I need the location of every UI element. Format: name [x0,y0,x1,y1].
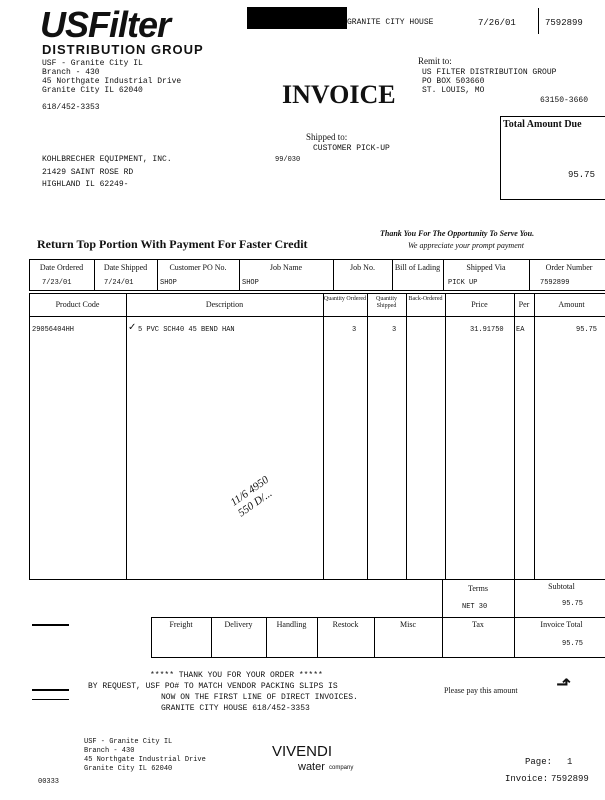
hdr-job-name: Job Name [269,263,303,272]
pay-note: Please pay this amount [444,686,518,695]
val-date-ordered: 7/23/01 [42,279,72,287]
amount: 95.75 [576,326,598,334]
handwritten-note: 11/6 4950 550 D/... [228,473,275,520]
total-due-box: Total Amount Due 95.75 [500,116,605,200]
restock-label: Restock [332,620,359,629]
branch-name: GRANITE CITY HOUSE [347,18,434,27]
subtotal-label: Subtotal [548,582,575,591]
page-label: Page: [525,757,553,767]
company-address-2: Branch - 430 [42,68,100,77]
bill-to-2: 21429 SAINT ROSE RD [42,168,134,177]
remit-zip: 63150-3660 [540,96,589,105]
product-code: 29056404HH [32,326,75,334]
message-4: GRANITE CITY HOUSE 618/452-3353 [161,704,310,713]
footer-address-4: Granite City IL 62040 [84,765,173,773]
freight-label: Freight [169,620,193,629]
thanks-line-1: Thank You For The Opportunity To Serve Y… [380,229,535,238]
hdr-qty-ordered: Quantity Ordered [323,296,367,302]
order-table [29,259,605,291]
hdr-product-code: Product Code [55,300,100,309]
per: EA [516,326,525,334]
footer-address-1: USF - Granite City IL [84,738,173,746]
val-date-shipped: 7/24/01 [104,279,134,287]
bill-to-3: HIGHLAND IL 62249- [42,180,129,189]
footer-address-2: Branch - 430 [84,747,135,755]
bill-to-1: KOHLBRECHER EQUIPMENT, INC. [42,155,172,164]
redaction-block [247,7,347,29]
remit-label: Remit to: [418,56,452,66]
invoice-total-value: 95.75 [562,640,584,648]
hdr-date-shipped: Date Shipped [103,263,148,272]
company-address-1: USF - Granite City IL [42,59,143,68]
shipped-to-value: CUSTOMER PICK-UP [313,144,390,153]
shipped-to-label: Shipped to: [306,132,348,142]
ship-code: 99/030 [275,156,301,164]
invoice-date: 7/26/01 [478,18,516,28]
qty-shipped: 3 [392,326,397,334]
hdr-back-ordered: Back-Ordered [408,296,443,302]
footer-invoice-label: Invoice: [505,774,549,784]
company-phone: 618/452-3353 [42,103,100,112]
hdr-bill-of-lading: Bill of Lading [394,263,441,272]
hdr-qty-shipped: Quantity Shipped [376,296,397,309]
terms-label: Terms [468,584,488,593]
arrow-up-icon: ⬏ [556,674,572,695]
subtotal-value: 95.75 [562,600,584,608]
checkmark-icon: ✓ [128,322,137,333]
val-customer-po: SHOP [160,279,177,287]
total-due-value: 95.75 [567,170,595,180]
remit-line-1: US FILTER DISTRIBUTION GROUP [422,68,557,77]
invoice-total-label: Invoice Total [540,620,583,629]
misc-label: Misc [400,620,416,629]
message-2: BY REQUEST, USF PO# TO MATCH VENDOR PACK… [88,682,338,691]
remit-line-2: PO BOX 503660 [422,77,485,86]
val-order-number: 7592899 [540,279,570,287]
hdr-price: Price [471,300,488,309]
invoice-title: INVOICE [282,80,396,109]
price: 31.91750 [470,326,504,334]
description: 5 PVC SCH40 45 BEND HAN [138,326,235,334]
header-invoice-number: 7592899 [545,18,583,28]
hdr-per: Per [518,300,530,309]
footer-code: 00333 [38,778,60,786]
footer-address-3: 45 Northgate Industrial Drive [84,756,206,764]
thanks-line-2: We appreciate your prompt payment [408,241,524,250]
hdr-date-ordered: Date Ordered [39,263,84,272]
usfilter-logo: USFilter [40,4,171,45]
footer-invoice-number: 7592899 [551,774,589,784]
delivery-label: Delivery [224,620,253,629]
message-3: NOW ON THE FIRST LINE OF DIRECT INVOICES… [161,693,358,702]
val-job-name: SHOP [242,279,259,287]
handling-label: Handling [276,620,307,629]
remit-line-3: ST. LOUIS, MO [422,86,485,95]
qty-ordered: 3 [352,326,357,334]
hdr-amount: Amount [558,300,585,309]
company-address-4: Granite City IL 62040 [42,86,143,95]
distribution-group: DISTRIBUTION GROUP [42,42,204,57]
val-shipped-via: PICK UP [448,279,478,287]
page-number: 1 [567,757,573,767]
return-note: Return Top Portion With Payment For Fast… [37,237,308,251]
tax-label: Tax [472,620,484,629]
total-due-label: Total Amount Due [503,119,582,130]
hdr-customer-po: Customer PO No. [169,263,227,272]
hdr-job-no: Job No. [350,263,375,272]
terms-value: NET 30 [462,603,488,611]
message-1: ***** THANK YOU FOR YOUR ORDER ***** [150,671,323,680]
company-address-3: 45 Northgate Industrial Drive [42,77,182,86]
hdr-shipped-via: Shipped Via [466,263,506,272]
hdr-order-number: Order Number [545,263,593,272]
hdr-description: Description [205,300,244,309]
